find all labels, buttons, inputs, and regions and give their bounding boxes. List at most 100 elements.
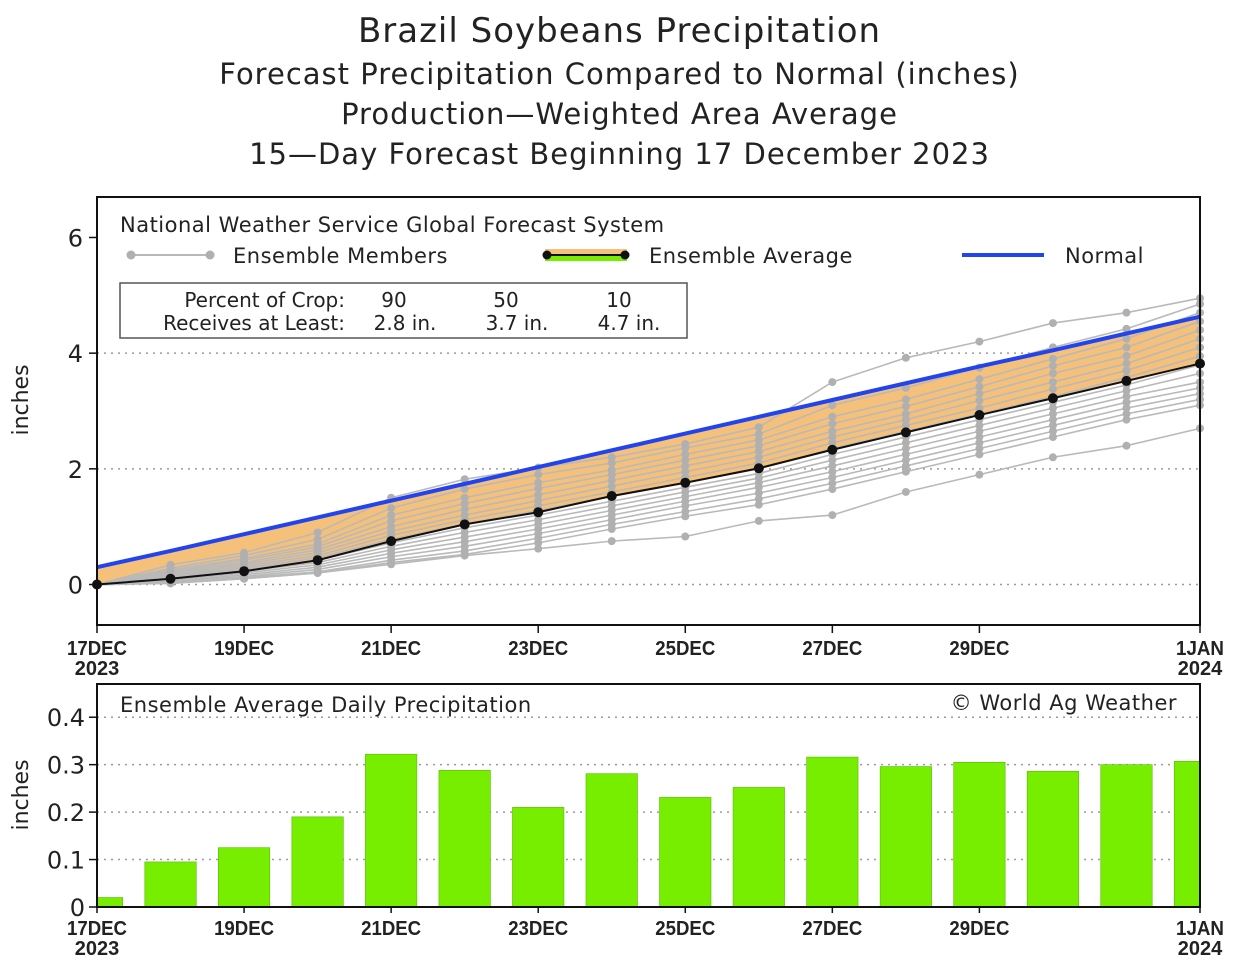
- top-x-tick-label: 1JAN: [1176, 638, 1224, 660]
- ensemble-member-point: [534, 544, 543, 553]
- ensemble-average-point: [680, 477, 691, 488]
- ensemble-member-point: [975, 450, 984, 459]
- daily-precip-bar: [96, 897, 124, 908]
- ensemble-average-point: [974, 410, 985, 421]
- ensemble-member-point: [975, 404, 984, 413]
- crop-table-box: [119, 282, 688, 339]
- daily-precip-bar: [953, 761, 1006, 908]
- daily-precip-bar: [1100, 764, 1153, 908]
- ensemble-member-point: [754, 516, 763, 525]
- daily-precip-bar: [585, 773, 638, 908]
- chart-subtitle-3: 15—Day Forecast Beginning 17 December 20…: [249, 137, 990, 171]
- ensemble-member-point: [607, 453, 616, 462]
- members-legend-symbol: [126, 250, 215, 260]
- ensemble-member-point: [901, 415, 910, 424]
- ensemble-member-point: [1048, 453, 1057, 462]
- ensemble-member-point: [975, 444, 984, 453]
- ensemble-member-line: [96, 427, 1201, 586]
- ensemble-member-point: [754, 453, 763, 462]
- ensemble-member-line: [96, 387, 1201, 586]
- bottom-x-tick-label: 23DEC: [508, 918, 568, 940]
- bottom-y-axis: 0 0.1 0.2 0.3 0.4: [47, 704, 97, 922]
- ensemble-member-point: [607, 482, 616, 491]
- ensemble-member-line: [96, 320, 1201, 586]
- ensemble-average-point: [900, 427, 911, 438]
- bottom-x-tick-label: 27DEC: [802, 918, 862, 940]
- bottom-plot-background: [97, 684, 1200, 907]
- crop-percent-table: Percent of Crop: Receives at Least: 90 5…: [119, 282, 688, 339]
- ensemble-member-line: [96, 337, 1201, 586]
- ensemble-member-point: [1048, 421, 1057, 430]
- chart-title: Brazil Soybeans Precipitation: [357, 11, 882, 51]
- daily-precip-bar: [879, 766, 932, 908]
- ensemble-member-point: [828, 456, 837, 465]
- bottom-y-tick-label: 0.3: [47, 752, 85, 780]
- ensemble-member-point: [754, 483, 763, 492]
- ensemble-member-point: [828, 401, 837, 410]
- daily-precip-bar: [1173, 761, 1201, 908]
- ensemble-member-point: [828, 438, 837, 447]
- ensemble-member-point: [828, 479, 837, 488]
- ensemble-member-point: [460, 551, 469, 560]
- bottom-y-tick-label: 0: [70, 894, 85, 922]
- top-y-axis: 0 2 4 6: [68, 224, 97, 600]
- ensemble-member-point: [828, 461, 837, 470]
- ensemble-member-point: [534, 484, 543, 493]
- ensemble-member-point: [901, 353, 910, 362]
- ensemble-member-point: [1122, 359, 1131, 368]
- top-y-tick-label: 0: [68, 572, 83, 600]
- ensemble-member-line: [96, 398, 1201, 586]
- ensemble-member-point: [828, 485, 837, 494]
- ensemble-member-point: [1122, 366, 1131, 375]
- ensemble-member-point: [460, 493, 469, 502]
- ensemble-member-point: [828, 412, 837, 421]
- ensemble-member-point: [1048, 354, 1057, 363]
- ensemble-member-point: [975, 396, 984, 405]
- ensemble-average-point: [827, 444, 838, 455]
- bottom-x-tick-label: 29DEC: [949, 918, 1009, 940]
- ensemble-member-point: [534, 478, 543, 487]
- top-y-axis-label: inches: [9, 364, 34, 435]
- ensemble-member-point: [1122, 392, 1131, 401]
- ensemble-member-point: [901, 421, 910, 430]
- ensemble-member-point: [975, 427, 984, 436]
- ensemble-member-point: [460, 505, 469, 514]
- ensemble-member-point: [975, 382, 984, 391]
- ensemble-member-point: [607, 470, 616, 479]
- ensemble-member-point: [1048, 415, 1057, 424]
- ensemble-member-point: [681, 501, 690, 510]
- average-legend-label: Ensemble Average: [649, 244, 853, 268]
- daily-precip-bar: [1026, 771, 1079, 908]
- daily-precip-bar: [438, 770, 491, 908]
- ensemble-member-point: [828, 467, 837, 476]
- ensemble-member-point: [754, 430, 763, 439]
- daily-precip-bar: [144, 861, 197, 908]
- ensemble-member-point: [607, 476, 616, 485]
- ensemble-average-point: [606, 491, 617, 502]
- crop-row1-label: Percent of Crop:: [184, 288, 345, 312]
- ensemble-average-point: [1047, 393, 1058, 404]
- ensemble-member-point: [1122, 334, 1131, 343]
- ensemble-member-point: [975, 438, 984, 447]
- ensemble-average-point: [386, 536, 397, 547]
- top-x-tick-year: 2024: [1178, 658, 1223, 680]
- ensemble-member-line: [96, 297, 1201, 586]
- ensemble-member-point: [901, 395, 910, 404]
- ensemble-member-point: [975, 337, 984, 346]
- ensemble-member-point: [1122, 404, 1131, 413]
- ensemble-member-point: [901, 456, 910, 465]
- ensemble-member-point: [901, 402, 910, 411]
- ensemble-member-point: [681, 456, 690, 465]
- ensemble-member-point: [901, 461, 910, 470]
- daily-precip-bar: [291, 816, 344, 908]
- bottom-y-tick-label: 0.1: [47, 847, 85, 875]
- ensemble-member-point: [754, 441, 763, 450]
- crop-amount-10: 4.7 in.: [598, 311, 661, 335]
- ensemble-average-point: [753, 463, 764, 474]
- top-x-tick-label: 21DEC: [361, 638, 421, 660]
- ensemble-member-line: [96, 392, 1201, 586]
- ensemble-member-point: [1122, 343, 1131, 352]
- ensemble-member-point: [681, 512, 690, 521]
- ensemble-member-point: [1122, 409, 1131, 418]
- ensemble-member-point: [1122, 441, 1131, 450]
